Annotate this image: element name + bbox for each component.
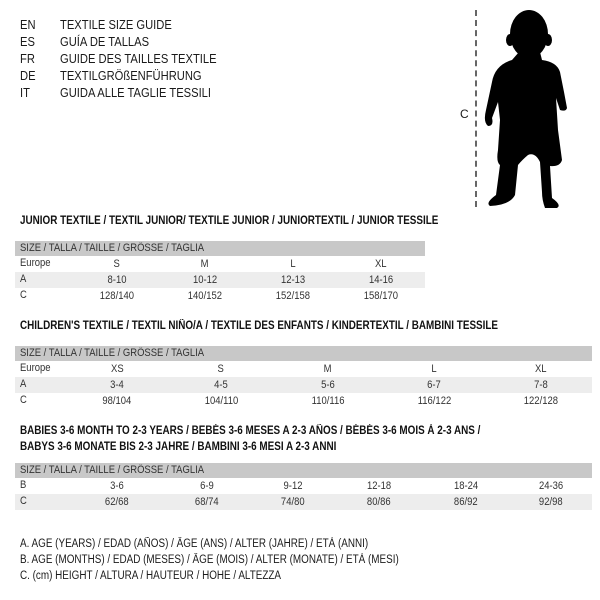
table-header: SIZE / TALLA / TAILLE / GRÖSSE / TAGLIA bbox=[15, 463, 592, 478]
table-cell: 3-6 bbox=[110, 480, 124, 492]
table-cell: 122/128 bbox=[523, 395, 559, 407]
table-cell: 80/86 bbox=[367, 496, 391, 508]
lang-code: DE bbox=[20, 68, 36, 83]
table-cell: 12-18 bbox=[366, 480, 392, 492]
table-cell: 9-12 bbox=[283, 480, 303, 492]
table-cell: 116/122 bbox=[417, 395, 451, 407]
table-cell: 74/80 bbox=[281, 496, 305, 508]
junior-size-table: SIZE / TALLA / TAILLE / GRÖSSE / TAGLIA … bbox=[15, 241, 425, 304]
legend-c: C. (cm) HEIGHT / ALTURA / HAUTEUR / HÖHE… bbox=[20, 570, 282, 582]
children-table-title: CHILDREN'S TEXTILE / TEXTIL NIÑO/A / TEX… bbox=[20, 320, 499, 332]
table-cell: S bbox=[217, 363, 225, 375]
table-cell: 4-5 bbox=[214, 379, 228, 391]
junior-table-title: JUNIOR TEXTILE / TEXTIL JUNIOR/ TEXTILE … bbox=[20, 215, 439, 227]
table-cell: 14-16 bbox=[368, 274, 394, 286]
table-cell: 5-6 bbox=[321, 379, 335, 391]
table-cell: 152/158 bbox=[275, 290, 311, 302]
table-row: B 3-6 6-9 9-12 12-18 18-24 24-36 bbox=[20, 479, 564, 492]
lang-title: GUIDA ALLE TAGLIE TESSILI bbox=[60, 85, 212, 100]
lang-code: ES bbox=[20, 34, 35, 49]
table-row: C 98/104 104/110 110/116 116/122 122/128 bbox=[20, 394, 559, 407]
children-size-table: SIZE / TALLA / TAILLE / GRÖSSE / TAGLIA … bbox=[15, 346, 592, 409]
table-cell: 6-7 bbox=[427, 379, 441, 391]
table-cell: 18-24 bbox=[453, 480, 479, 492]
table-cell: 62/68 bbox=[105, 496, 129, 508]
table-cell: XS bbox=[110, 363, 124, 375]
table-cell: M bbox=[201, 258, 209, 270]
lang-title: GUIDE DES TAILLES TEXTILE bbox=[60, 51, 217, 66]
lang-title: GUÍA DE TALLAS bbox=[60, 34, 150, 49]
table-cell: 6-9 bbox=[200, 480, 214, 492]
babies-table-title: BABIES 3-6 MONTH TO 2-3 YEARS / BEBÉS 3-… bbox=[20, 425, 481, 437]
babies-table-title-line2: BABYS 3-6 MONATE BIS 2-3 JAHRE / BAMBINI… bbox=[20, 441, 337, 453]
height-measure-line bbox=[475, 10, 477, 207]
table-row: A 8-10 10-12 12-13 14-16 bbox=[15, 272, 425, 288]
table-cell: 68/74 bbox=[195, 496, 219, 508]
table-cell: 12-13 bbox=[280, 274, 306, 286]
table-cell: XL bbox=[375, 258, 387, 270]
table-cell: M bbox=[324, 363, 332, 375]
table-row: Europe XS S M L XL bbox=[20, 362, 547, 375]
table-row: Europe S M L XL bbox=[20, 257, 387, 270]
table-cell: L bbox=[290, 258, 296, 270]
table-cell: 24-36 bbox=[538, 480, 564, 492]
lang-code: FR bbox=[20, 51, 35, 66]
table-cell: 140/152 bbox=[187, 290, 223, 302]
table-cell: 128/140 bbox=[99, 290, 135, 302]
lang-title: TEXTILGRÖßENFÜHRUNG bbox=[60, 68, 202, 83]
table-row: A 3-4 4-5 5-6 6-7 7-8 bbox=[15, 377, 592, 393]
table-row: C 128/140 140/152 152/158 158/170 bbox=[20, 289, 399, 302]
table-cell: S bbox=[113, 258, 121, 270]
table-cell: 104/110 bbox=[204, 395, 238, 407]
table-header: SIZE / TALLA / TAILLE / GRÖSSE / TAGLIA bbox=[15, 241, 425, 256]
table-row: C 62/68 68/74 74/80 80/86 86/92 92/98 bbox=[15, 494, 592, 510]
height-measure-label: C bbox=[460, 107, 469, 121]
table-cell: 98/104 bbox=[102, 395, 132, 407]
table-cell: 10-12 bbox=[192, 274, 218, 286]
lang-code: EN bbox=[20, 17, 36, 32]
table-cell: 7-8 bbox=[534, 379, 548, 391]
table-cell: XL bbox=[535, 363, 547, 375]
table-cell: 86/92 bbox=[454, 496, 478, 508]
table-cell: 158/170 bbox=[363, 290, 399, 302]
table-cell: 92/98 bbox=[539, 496, 563, 508]
babies-size-table: SIZE / TALLA / TAILLE / GRÖSSE / TAGLIA … bbox=[15, 463, 592, 510]
table-cell: 3-4 bbox=[110, 379, 124, 391]
legend-a: A. AGE (YEARS) / EDAD (AÑOS) / ÂGE (ANS)… bbox=[20, 538, 369, 550]
table-header: SIZE / TALLA / TAILLE / GRÖSSE / TAGLIA bbox=[15, 346, 592, 361]
legend-b: B. AGE (MONTHS) / EDAD (MESES) / ÂGE (MO… bbox=[20, 554, 399, 566]
lang-title: TEXTILE SIZE GUIDE bbox=[60, 17, 172, 32]
table-cell: 8-10 bbox=[107, 274, 127, 286]
table-cell: 110/116 bbox=[311, 395, 345, 407]
table-cell: L bbox=[431, 363, 437, 375]
baby-silhouette-icon bbox=[484, 10, 567, 208]
lang-code: IT bbox=[20, 85, 30, 100]
